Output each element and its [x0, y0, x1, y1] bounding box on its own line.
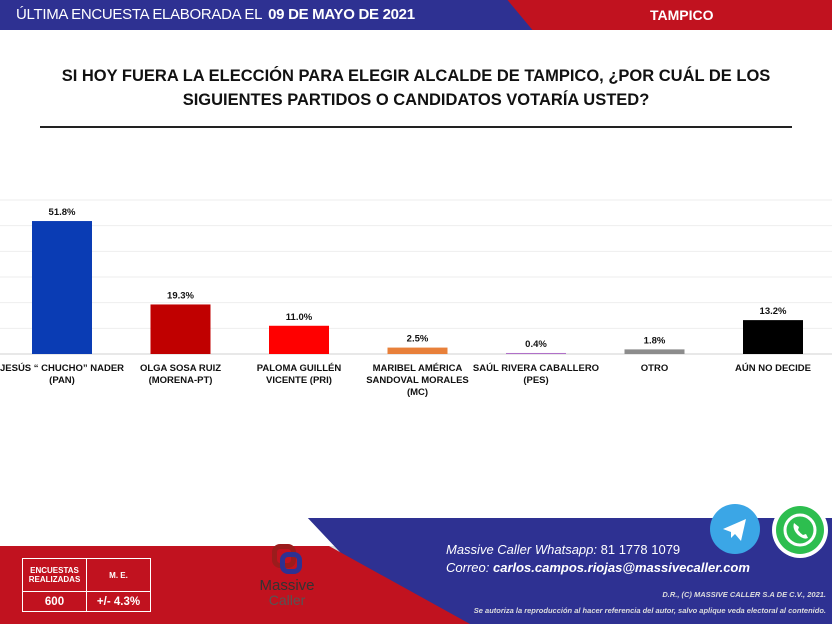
logo-text-1: Massive	[259, 577, 315, 594]
bar	[387, 347, 448, 354]
surveys-value: 600	[22, 591, 87, 612]
email-contact: Correo: carlos.campos.riojas@massivecall…	[446, 560, 750, 575]
bar	[150, 304, 211, 354]
category-label: (PES)	[523, 375, 548, 386]
whatsapp-number[interactable]: 81 1778 1079	[600, 542, 681, 557]
bar	[269, 325, 329, 354]
margin-error-header: M. E.	[86, 558, 151, 592]
whatsapp-icon[interactable]	[772, 502, 828, 558]
chart-title: SI HOY FUERA LA ELECCIÓN PARA ELEGIR ALC…	[61, 67, 771, 109]
data-label: 0.4%	[525, 339, 547, 350]
category-label: AÚN NO DECIDE	[735, 362, 811, 374]
whatsapp-contact: Massive Caller Whatsapp: 81 1778 1079	[446, 542, 680, 557]
logo-text-2: Caller	[268, 592, 306, 608]
category-label: (MC)	[407, 387, 428, 398]
header-city-band	[507, 0, 832, 30]
category-label: VICENTE (PRI)	[266, 375, 332, 386]
category-label: JESÚS “ CHUCHO” NADER	[0, 362, 124, 374]
margin-error-value: +/- 4.3%	[86, 591, 151, 612]
data-label: 2.5%	[407, 334, 429, 345]
massive-caller-logo: Massive Caller	[252, 542, 322, 607]
city-label: TAMPICO	[650, 7, 714, 23]
bar-chart: 51.8% JESÚS “ CHUCHO” NADER(PAN) 19.3% OLGA…	[0, 199, 832, 398]
email-label: Correo:	[446, 560, 490, 575]
bar	[32, 221, 92, 354]
surveys-header: ENCUESTAS REALIZADAS	[22, 558, 87, 592]
category-label: MARIBEL AMÉRICA	[373, 363, 463, 374]
title-divider	[40, 126, 792, 128]
copyright: D.R., (C) MASSIVE CALLER S.A DE C.V., 20…	[662, 590, 826, 599]
category-label: OLGA SOSA RUIZ	[140, 363, 221, 374]
data-label: 11.0%	[286, 312, 313, 323]
category-label: OTRO	[641, 363, 668, 374]
bar	[743, 320, 803, 354]
category-label: (MORENA-PT)	[149, 375, 213, 386]
data-label: 19.3%	[167, 290, 194, 301]
data-label: 51.8%	[49, 207, 76, 218]
survey-date: ÚLTIMA ENCUESTA ELABORADA EL 09 DE MAYO D…	[16, 6, 415, 23]
bar	[624, 349, 685, 354]
data-label: 1.8%	[644, 335, 666, 346]
bar	[506, 352, 566, 354]
data-label: 13.2%	[760, 306, 787, 317]
category-label: SAÚL RIVERA CABALLERO	[473, 362, 599, 374]
telegram-icon[interactable]	[710, 504, 760, 554]
date-prefix: ÚLTIMA ENCUESTA ELABORADA EL	[16, 6, 263, 23]
category-label: (PAN)	[49, 375, 75, 386]
category-label: PALOMA GUILLÉN	[257, 363, 342, 374]
whatsapp-label: Massive Caller Whatsapp:	[446, 542, 597, 557]
reproduction-notice: Se autoriza la reproducción al hacer ref…	[473, 606, 826, 615]
email-link[interactable]: carlos.campos.riojas@massivecaller.com	[492, 560, 750, 575]
survey-info-table: ENCUESTAS REALIZADAS M. E. 600 +/- 4.3%	[22, 558, 151, 612]
category-label: SANDOVAL MORALES	[366, 375, 469, 386]
logo-mark-icon	[270, 542, 304, 576]
date-value: 09 DE MAYO DE 2021	[268, 6, 415, 23]
